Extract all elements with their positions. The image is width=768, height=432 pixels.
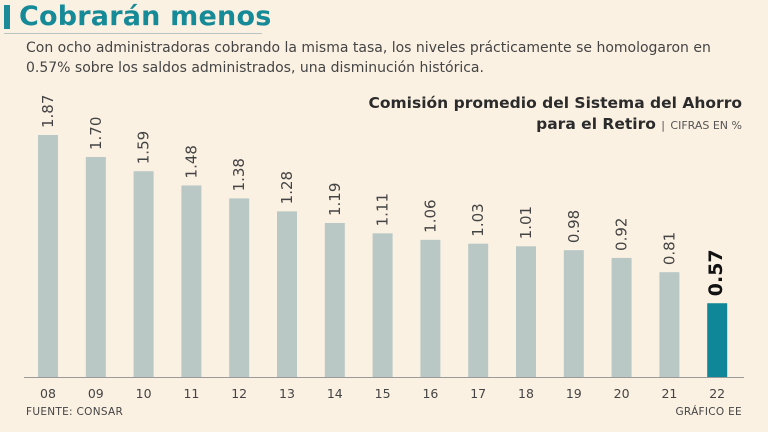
x-tick-18: 18 — [518, 386, 534, 401]
graphic-credit: GRÁFICO EE — [675, 406, 742, 418]
x-tick-08: 08 — [40, 386, 56, 401]
bar-18 — [516, 246, 536, 377]
headline-block: Cobrarán menos — [4, 1, 271, 32]
headline: Cobrarán menos — [19, 1, 272, 32]
chart-unit-label: CIFRAS EN % — [670, 119, 742, 132]
bar-22 — [707, 303, 728, 377]
chart-title: Comisión promedio del Sistema del Ahorro… — [369, 93, 743, 136]
value-label-11: 1.48 — [182, 145, 200, 178]
x-tick-14: 14 — [327, 386, 343, 401]
x-tick-10: 10 — [136, 386, 152, 401]
headline-rule — [4, 33, 262, 34]
value-label-21: 0.81 — [660, 232, 678, 265]
chart-title-line-2: para el Retiro — [536, 115, 656, 133]
bar-19 — [563, 250, 584, 377]
bar-12 — [229, 198, 250, 377]
bar-09 — [85, 157, 106, 377]
value-label-22: 0.57 — [705, 249, 727, 296]
bar-21 — [659, 272, 680, 377]
bar-14 — [324, 223, 345, 377]
x-tick-15: 15 — [375, 386, 391, 401]
bar-11 — [181, 185, 202, 377]
x-tick-12: 12 — [231, 386, 247, 401]
value-label-19: 0.98 — [565, 210, 583, 243]
chart-title-separator: | — [661, 119, 665, 132]
deck-text: Con ocho administradoras cobrando la mis… — [26, 40, 711, 76]
x-tick-16: 16 — [422, 386, 438, 401]
bar-08 — [38, 135, 58, 377]
bar-13 — [277, 211, 297, 377]
x-tick-09: 09 — [88, 386, 104, 401]
x-tick-17: 17 — [470, 386, 486, 401]
value-label-18: 1.01 — [517, 206, 535, 239]
value-label-13: 1.28 — [278, 171, 296, 204]
value-label-08: 1.87 — [39, 95, 57, 128]
x-tick-20: 20 — [614, 386, 630, 401]
x-tick-11: 11 — [183, 386, 199, 401]
x-tick-13: 13 — [279, 386, 295, 401]
bar-10 — [133, 171, 154, 377]
x-tick-21: 21 — [661, 386, 677, 401]
value-label-09: 1.70 — [87, 117, 105, 150]
source-note: FUENTE: CONSAR — [26, 406, 124, 418]
x-tick-22: 22 — [709, 386, 725, 401]
bar-20 — [611, 257, 632, 377]
x-tick-19: 19 — [566, 386, 582, 401]
headline-accent-bar — [4, 5, 10, 29]
value-label-10: 1.59 — [135, 131, 153, 164]
value-label-14: 1.19 — [326, 183, 344, 216]
value-label-17: 1.03 — [469, 203, 487, 236]
chart-title-line-1: Comisión promedio del Sistema del Ahorro — [368, 94, 743, 112]
bar-15 — [372, 233, 393, 377]
value-label-16: 1.06 — [421, 199, 439, 232]
value-label-15: 1.11 — [374, 193, 392, 226]
bar-16 — [420, 239, 441, 377]
bar-17 — [468, 243, 489, 377]
value-label-12: 1.38 — [230, 158, 248, 191]
value-label-20: 0.92 — [613, 218, 631, 251]
